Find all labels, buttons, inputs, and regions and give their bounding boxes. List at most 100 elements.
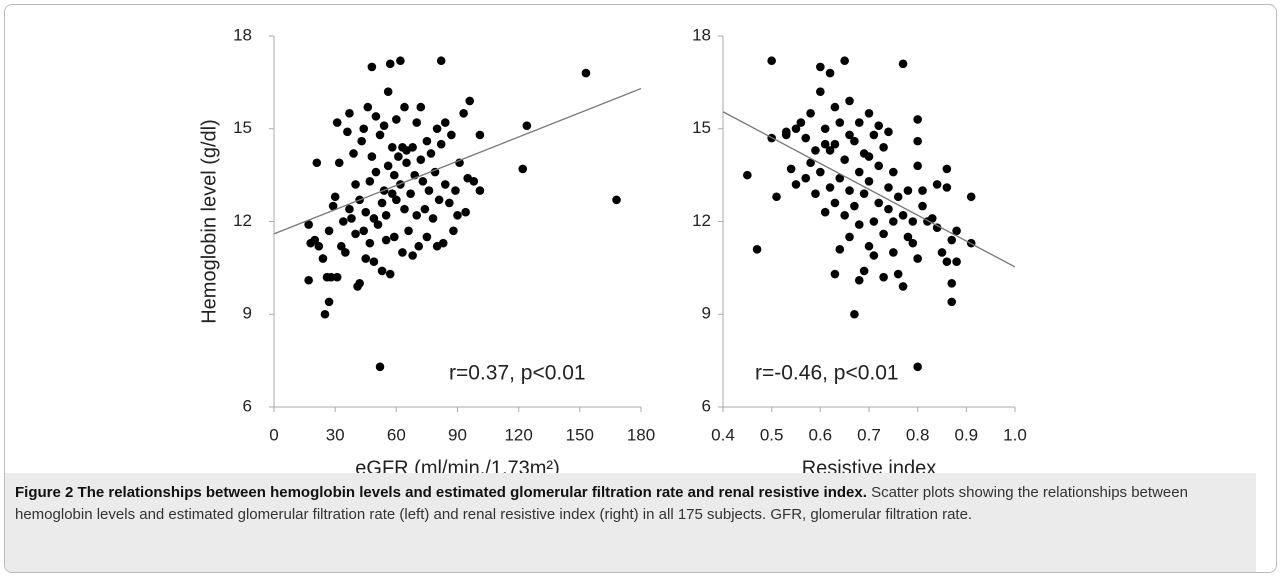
- point: [845, 96, 854, 106]
- point: [850, 201, 859, 211]
- point: [424, 186, 434, 195]
- point: [367, 152, 377, 161]
- point: [339, 217, 348, 226]
- x-tick-label: 150: [566, 425, 594, 444]
- point: [932, 180, 942, 189]
- x-tick-label: 120: [504, 425, 532, 444]
- point: [830, 198, 840, 208]
- point: [850, 136, 859, 146]
- point: [359, 124, 369, 134]
- point: [884, 204, 893, 214]
- y-tick-label: 9: [702, 304, 711, 323]
- point: [874, 121, 884, 130]
- trend-line: [273, 87, 642, 235]
- point: [893, 269, 903, 279]
- point: [365, 238, 375, 248]
- y-tick-label: 18: [692, 25, 711, 44]
- point: [913, 254, 922, 263]
- point: [381, 211, 391, 220]
- point: [835, 118, 845, 127]
- point: [426, 149, 436, 158]
- point: [791, 124, 801, 134]
- point: [898, 282, 908, 291]
- point: [806, 158, 815, 168]
- point: [361, 207, 371, 217]
- point: [581, 68, 591, 78]
- point: [864, 177, 874, 186]
- point: [903, 186, 913, 195]
- point: [363, 102, 373, 112]
- point: [341, 248, 350, 257]
- point: [385, 59, 395, 69]
- point: [825, 146, 835, 155]
- point: [387, 143, 397, 152]
- point: [373, 220, 383, 229]
- point: [400, 102, 409, 112]
- caption-label: Figure 2: [15, 484, 74, 501]
- point: [830, 269, 840, 279]
- x-tick-label: 0.4: [711, 425, 735, 444]
- point: [518, 164, 528, 174]
- point: [825, 68, 835, 78]
- point: [347, 214, 356, 223]
- x-tick-label: 0.8: [906, 425, 930, 444]
- point: [854, 220, 864, 229]
- point: [816, 62, 825, 72]
- point: [942, 183, 952, 192]
- point: [320, 309, 330, 319]
- point: [869, 251, 879, 260]
- annotation: r=-0.46, p<0.01: [755, 362, 899, 385]
- point: [835, 173, 845, 183]
- trend-line: [722, 111, 1016, 268]
- point: [349, 149, 358, 158]
- point: [396, 56, 405, 66]
- point: [835, 245, 845, 254]
- y-tick-label: 18: [233, 25, 252, 44]
- point: [375, 362, 385, 372]
- point: [854, 167, 864, 177]
- point: [932, 223, 942, 232]
- point: [903, 232, 913, 242]
- point: [420, 204, 430, 214]
- point: [392, 195, 401, 205]
- point: [825, 183, 835, 192]
- point: [312, 158, 322, 168]
- point: [854, 118, 864, 127]
- point: [937, 248, 947, 257]
- point: [357, 136, 366, 146]
- point: [845, 232, 854, 242]
- caption-title: The relationships between hemoglobin lev…: [77, 484, 867, 501]
- caption: Figure 2 The relationships between hemog…: [5, 473, 1256, 572]
- point: [522, 121, 532, 130]
- point: [440, 180, 450, 189]
- point: [379, 121, 389, 130]
- point: [811, 189, 820, 198]
- point: [869, 130, 879, 140]
- point: [326, 272, 336, 282]
- point: [465, 96, 475, 106]
- point: [913, 362, 922, 372]
- point: [947, 235, 957, 245]
- point: [801, 173, 811, 183]
- point: [351, 180, 360, 189]
- point: [328, 201, 338, 211]
- point: [475, 130, 485, 140]
- point: [414, 241, 424, 251]
- annotation: r=0.37, p<0.01: [449, 362, 586, 385]
- point: [416, 155, 426, 164]
- point: [952, 257, 961, 266]
- point: [816, 87, 825, 96]
- point: [840, 155, 849, 164]
- point: [864, 241, 874, 251]
- x-tick-label: 60: [387, 425, 406, 444]
- point: [324, 226, 334, 236]
- point: [884, 183, 893, 192]
- point: [422, 232, 432, 242]
- x-tick-label: 30: [326, 425, 345, 444]
- point: [387, 189, 397, 198]
- y-tick-label: 6: [702, 396, 711, 415]
- point: [913, 115, 922, 124]
- point: [445, 198, 454, 208]
- point: [874, 161, 884, 171]
- point: [806, 108, 815, 118]
